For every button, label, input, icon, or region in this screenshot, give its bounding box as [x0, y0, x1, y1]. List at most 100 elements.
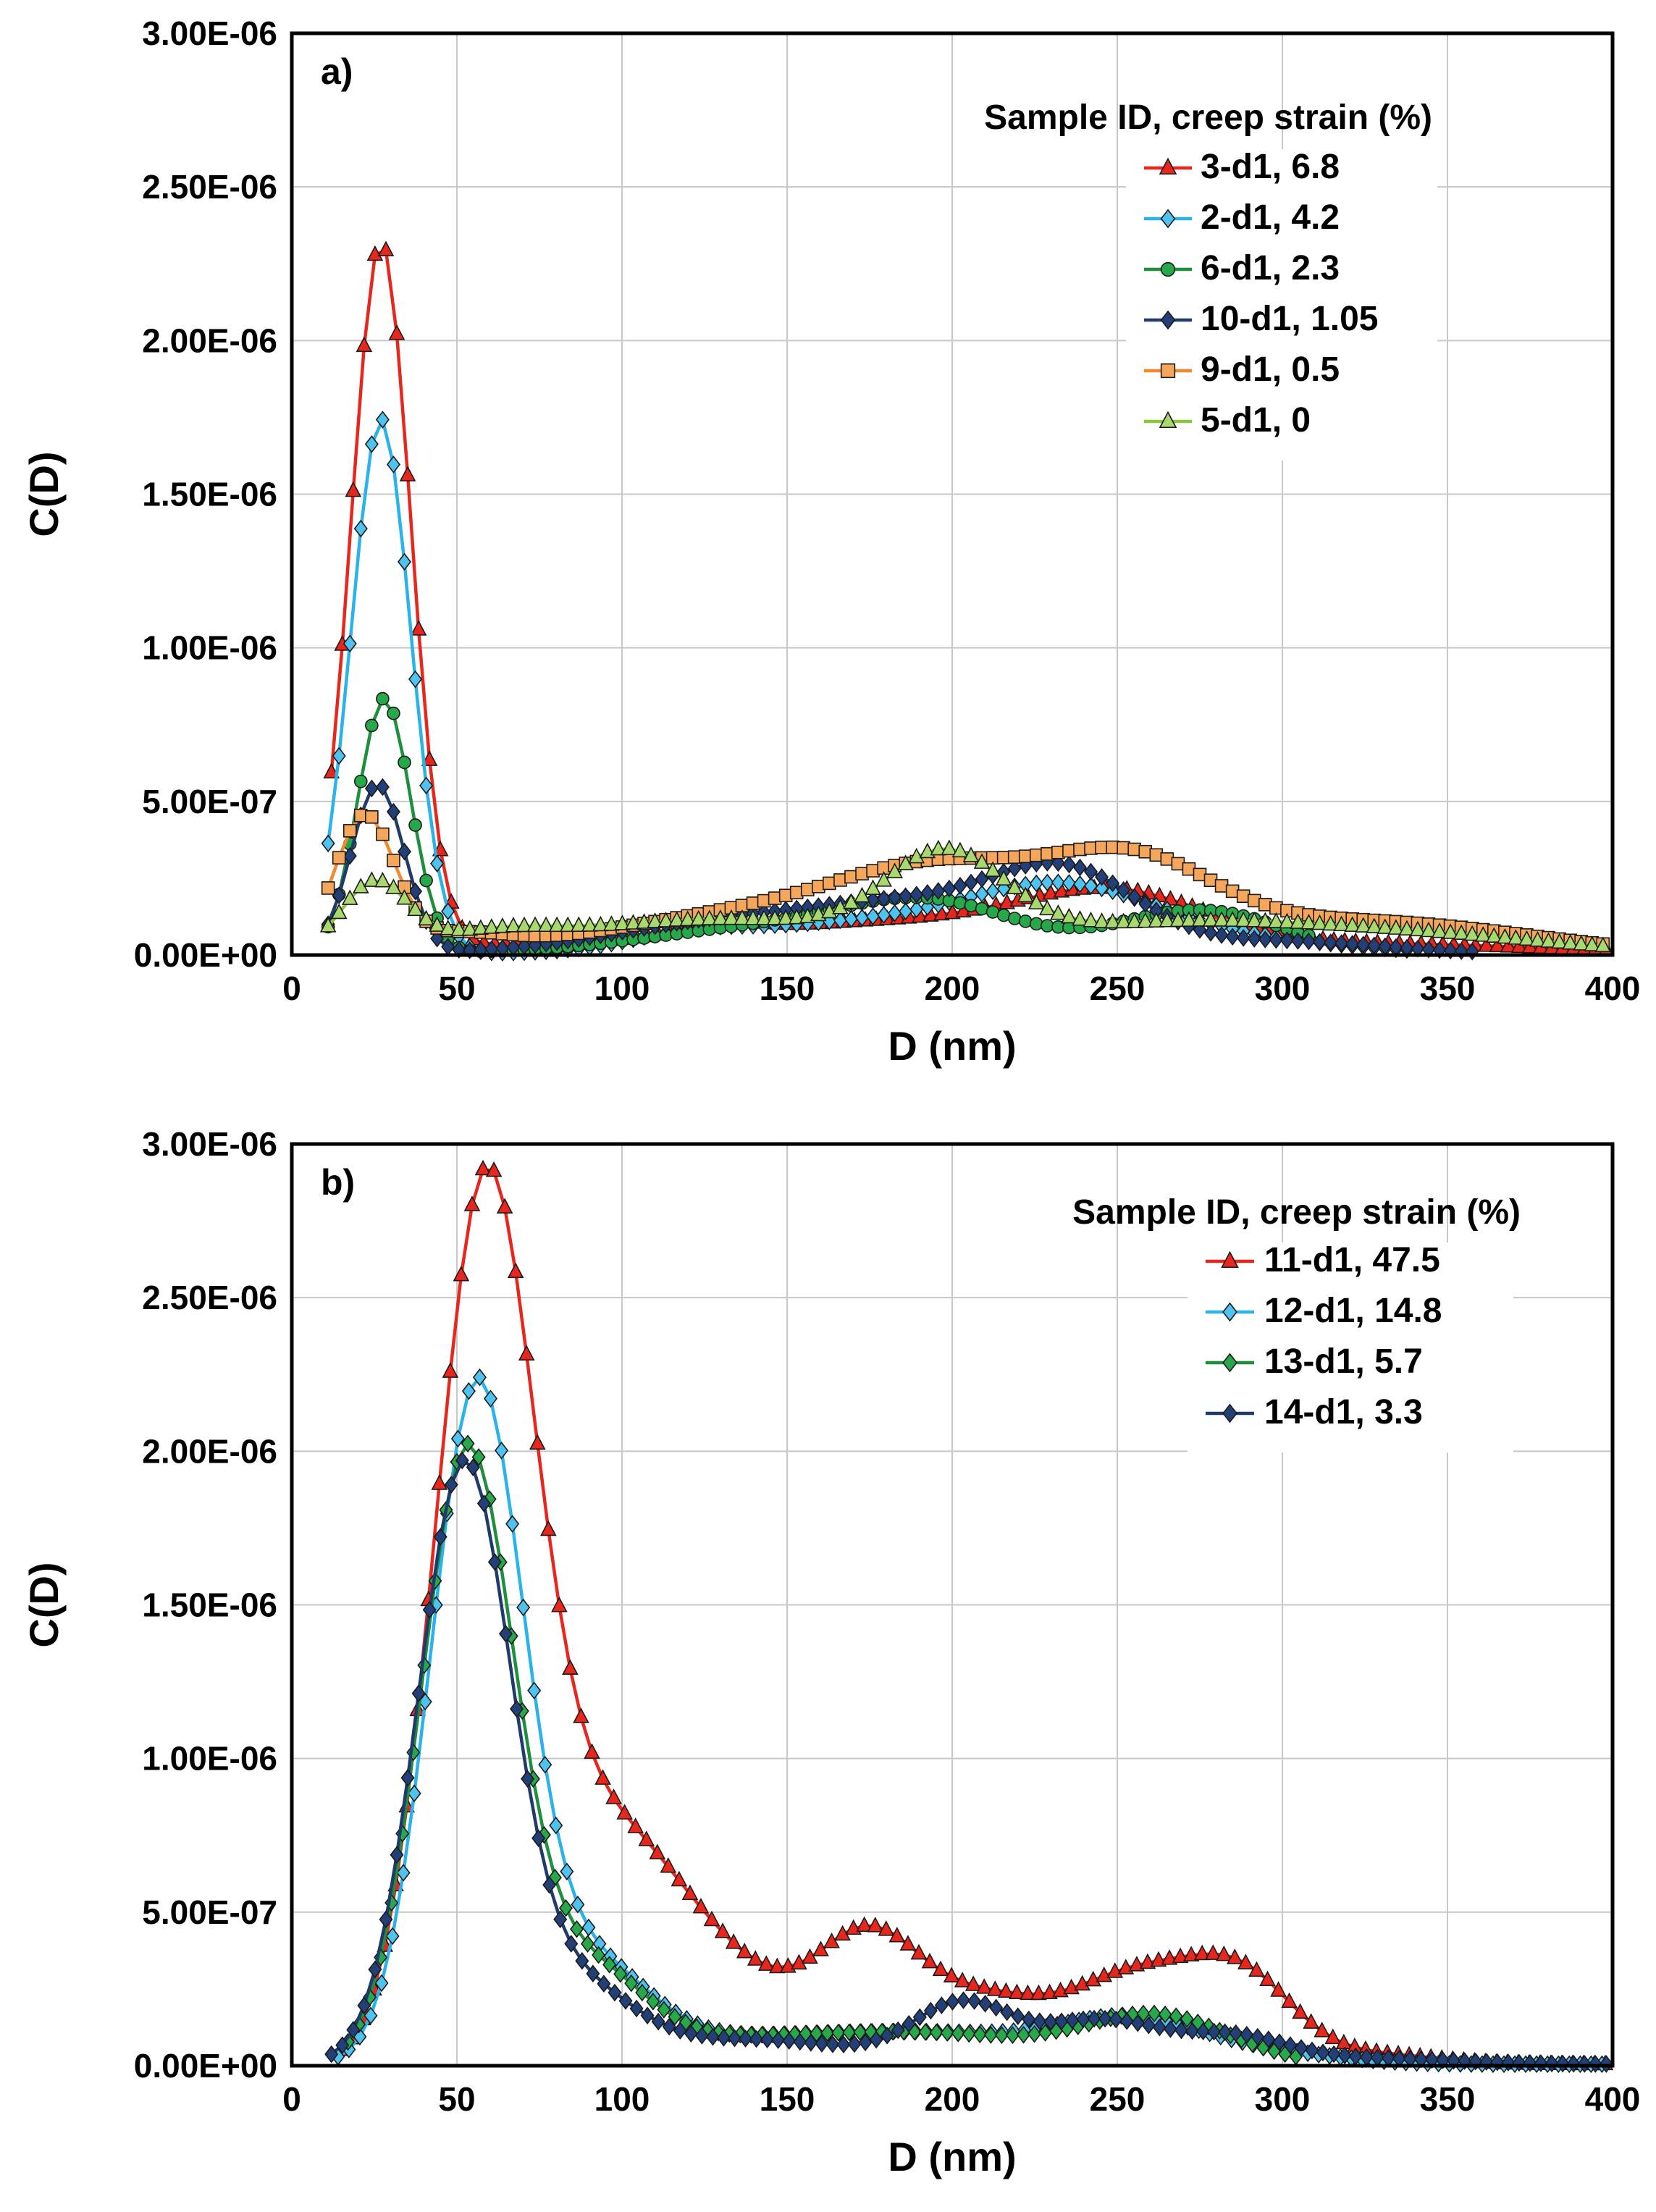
- panel-b-legend-item: 14-d1, 3.3: [1206, 1393, 1423, 1431]
- panel-b-data-point: [608, 1983, 622, 2002]
- panel-b-data-point: [571, 1896, 585, 1914]
- panel-b-data-point: [581, 1918, 596, 1937]
- panel-b-data-point: [847, 2035, 862, 2053]
- panel-b-data-point: [812, 1940, 829, 1956]
- panel-b-data-point: [901, 2014, 916, 2033]
- panel-b-data-point: [1292, 2003, 1308, 2019]
- panel-a-data-point: [387, 854, 400, 867]
- panel-a-data-point: [494, 917, 511, 933]
- panel-a-data-point: [365, 810, 379, 824]
- panel-b-data-point: [888, 1926, 906, 1943]
- panel-b-data-point: [1314, 2022, 1331, 2038]
- panel-a-data-point: [1018, 914, 1033, 928]
- panel-b-data-point: [627, 1817, 644, 1833]
- panel-a-data-point: [931, 882, 946, 900]
- panel-b-data-point: [1074, 1975, 1090, 1991]
- panel-a-data-point: [450, 920, 468, 936]
- panel-b-data-point: [983, 2026, 998, 2044]
- panel-a-data-point: [788, 908, 805, 925]
- panel-b-data-point: [1272, 2033, 1287, 2051]
- panel-b-data-point: [385, 1927, 400, 1946]
- panel-a-legend-label: 9-d1, 0.5: [1201, 350, 1340, 389]
- panel-b-data-point: [943, 1967, 960, 1982]
- panel-a-data-point: [1213, 911, 1230, 927]
- panel-b-data-point: [989, 1998, 1004, 2017]
- panel-a-y-tick-label: 2.50E-06: [142, 168, 277, 206]
- panel-b-data-point: [549, 1816, 563, 1835]
- panel-a-data-point: [1180, 911, 1198, 927]
- panel-b-data-point: [727, 2029, 742, 2048]
- panel-b-data-point: [575, 1951, 589, 1970]
- panel-a-data-point: [1324, 933, 1338, 951]
- panel-a-data-point: [1508, 929, 1524, 945]
- panel-b-data-point: [605, 1788, 622, 1804]
- panel-b-data-point: [570, 1919, 584, 1938]
- panel-a-data-point: [1027, 893, 1045, 909]
- panel-a-data-point: [332, 747, 346, 765]
- panel-a-data-point: [941, 839, 958, 855]
- panel-a-legend-marker: [1160, 261, 1176, 277]
- panel-b-data-point: [602, 1956, 617, 1974]
- panel-a-data-point: [385, 878, 402, 894]
- panel-b-data-point: [646, 1993, 660, 2011]
- panel-a-data-point: [1106, 874, 1120, 893]
- panel-a-data-point: [1431, 922, 1448, 938]
- panel-b-data-point: [760, 2030, 775, 2049]
- panel-a-data-point: [441, 902, 455, 920]
- panel-b-data-point: [668, 2008, 682, 2026]
- panel-b-data-point: [433, 1528, 447, 1546]
- panel-a-data-point: [636, 913, 652, 929]
- panel-b-data-point: [1000, 2003, 1014, 2022]
- panel-a-y-tick-label: 2.00E-06: [142, 321, 277, 359]
- panel-a-data-point: [1191, 911, 1209, 927]
- panel-b-data-point: [782, 2032, 797, 2050]
- panel-b-data-point: [1043, 2013, 1058, 2031]
- panel-a-data-point: [407, 900, 424, 917]
- panel-a-data-point: [341, 889, 358, 905]
- panel-a-data-point: [888, 904, 902, 922]
- panel-a-data-point: [321, 881, 335, 895]
- panel-b-data-point: [1172, 1947, 1189, 1964]
- panel-b-data-point: [594, 1769, 611, 1785]
- panel-b-data-point: [1161, 1949, 1178, 1965]
- panel-a-data-point: [942, 879, 957, 898]
- panel-a-data-point: [366, 245, 384, 261]
- panel-a-data-point: [1301, 932, 1316, 951]
- panel-b-legend-label: 11-d1, 47.5: [1264, 1241, 1440, 1279]
- panel-b-data-point: [956, 1991, 971, 2009]
- panel-b-data-point: [553, 1910, 568, 1929]
- panel-a-data-point: [953, 896, 967, 910]
- panel-a-data-point: [1084, 862, 1098, 881]
- panel-a-data-point: [1398, 920, 1416, 936]
- panel-b-data-point: [510, 1699, 524, 1718]
- panel-b-data-point: [471, 1448, 486, 1466]
- panel-a-data-point: [1311, 914, 1328, 930]
- panel-b-data-point: [869, 2030, 883, 2049]
- panel-a-data-point: [832, 899, 849, 914]
- panel-b-data-point: [694, 2027, 709, 2045]
- panel-a-data-point: [930, 839, 947, 856]
- panel-b-data-point: [986, 1980, 1004, 1996]
- panel-a-data-point: [537, 916, 555, 933]
- panel-a-data-point: [570, 916, 587, 933]
- panel-b-data-point: [962, 2024, 976, 2043]
- panel-b-y-tick-label: 5.00E-07: [142, 1893, 277, 1931]
- panel-a-data-point: [332, 886, 346, 904]
- panel-a-data-point: [526, 916, 544, 933]
- panel-a-data-point: [484, 940, 499, 959]
- panel-a-data-point: [1202, 911, 1219, 927]
- panel-b-data-point: [1577, 2055, 1592, 2073]
- panel-a-legend-marker: [1160, 310, 1176, 330]
- panel-b-data-point: [739, 2030, 753, 2048]
- panel-a-data-point: [1279, 931, 1294, 950]
- panel-b-data-point: [396, 1864, 411, 1882]
- panel-a-data-point: [1040, 873, 1054, 892]
- panel-b-x-tick-label: 350: [1420, 2080, 1476, 2118]
- panel-b-data-point: [771, 2031, 786, 2049]
- panel-b-data-point: [768, 1957, 786, 1974]
- panel-a-legend-item: 2-d1, 4.2: [1144, 198, 1340, 237]
- panel-a-data-point: [430, 854, 445, 872]
- panel-b-data-point: [856, 1916, 873, 1933]
- panel-b-data-point: [422, 1600, 437, 1619]
- panel-b-data-point: [505, 1515, 520, 1533]
